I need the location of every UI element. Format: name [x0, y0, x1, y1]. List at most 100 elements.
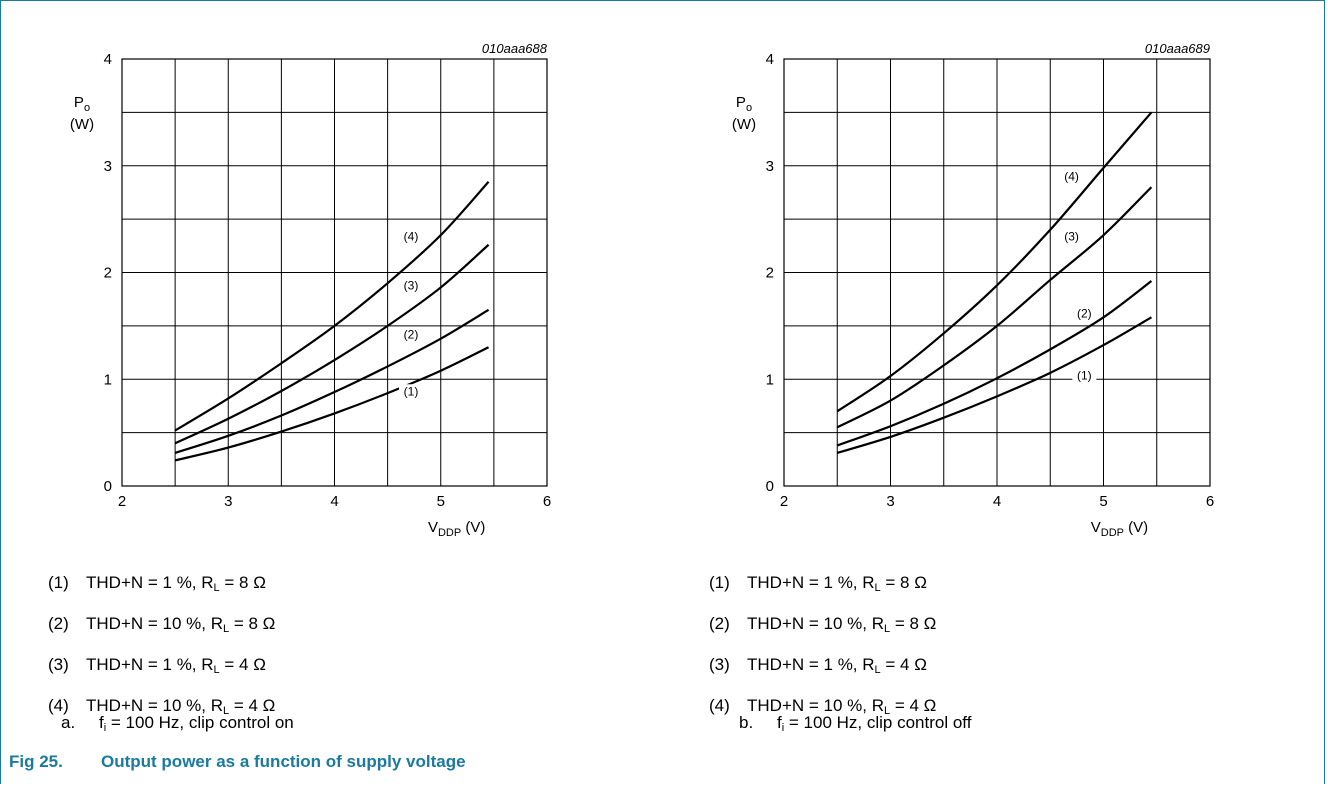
legend-item-number: (4) — [48, 696, 69, 715]
caption-b: b. fi = 100 Hz, clip control off — [739, 713, 971, 734]
legend-item-thd: THD+N = 1 %, R — [747, 655, 875, 674]
legend-item-number: (3) — [709, 655, 730, 674]
series-label-2: (2) — [1077, 306, 1092, 320]
legend-item-number: (3) — [48, 655, 69, 674]
y-tick-label: 3 — [104, 158, 112, 175]
x-axis-label: VDDP (V) — [428, 519, 485, 539]
series-label-bg — [399, 229, 423, 244]
series-label-bg — [399, 278, 423, 293]
caption-f-sub: i — [103, 722, 107, 734]
chart-code: 010aaa689 — [1145, 41, 1210, 56]
y-axis-label-main: P — [736, 94, 746, 111]
series-label-4: (4) — [404, 229, 419, 243]
legend-item-thd: THD+N = 10 %, R — [86, 614, 223, 633]
y-tick-label: 4 — [766, 51, 774, 68]
legend-item-rest: = 8 Ω — [880, 573, 927, 592]
legend-item-thd: THD+N = 10 %, R — [747, 696, 884, 715]
legend-item: (1) THD+N = 1 %, RL = 8 Ω — [48, 565, 275, 606]
y-axis-label: Po — [736, 94, 752, 114]
series-label-bg — [1059, 169, 1084, 184]
legend-item: (1) THD+N = 1 %, RL = 8 Ω — [709, 565, 936, 606]
chart-a: 2 3 4 5 6 0 1 2 3 4 010aaa688 Po (W) VDDP (V) (1) (2) (3… — [70, 41, 551, 539]
legend-item-rest: = 8 Ω — [219, 573, 266, 592]
series-label-bg — [1059, 229, 1084, 244]
plot-border — [783, 58, 1211, 487]
x-tick-label: 3 — [224, 493, 232, 510]
legend-item-number: (2) — [709, 614, 730, 633]
figure-number: Fig 25. — [9, 752, 63, 771]
x-axis-label-unit: (V) — [1124, 519, 1148, 536]
legend-item-sub: L — [223, 705, 230, 717]
legend-item-number: (2) — [48, 614, 69, 633]
legend-item-sub: L — [213, 664, 220, 676]
series-line-3 — [174, 243, 490, 445]
series-label-bg — [1072, 368, 1097, 383]
legend-item-thd: THD+N = 1 %, R — [86, 573, 214, 592]
y-axis-unit: (W) — [70, 116, 94, 133]
caption-f-sub: i — [781, 722, 785, 734]
legend-item-rest: = 4 Ω — [229, 696, 276, 715]
legend-item-number: (1) — [709, 573, 730, 592]
legend-item: (2) THD+N = 10 %, RL = 8 Ω — [709, 606, 936, 647]
series-label-3: (3) — [1064, 229, 1079, 243]
plot-border — [121, 58, 548, 487]
series-label-bg — [399, 384, 423, 399]
x-tick-label: 2 — [780, 493, 788, 510]
x-axis-label-sub: DDP — [438, 527, 461, 539]
y-axis-label-main: P — [74, 94, 84, 111]
series-label-3: (3) — [404, 279, 419, 293]
y-tick-label: 1 — [104, 371, 112, 388]
legend-item: (4) THD+N = 10 %, RL = 4 Ω — [48, 688, 275, 729]
series-label-bg — [1072, 306, 1097, 321]
legend-item-sub: L — [213, 582, 220, 594]
legend-item-rest: = 8 Ω — [229, 614, 276, 633]
legend-item-thd: THD+N = 1 %, R — [747, 573, 875, 592]
legend-item-thd: THD+N = 10 %, R — [747, 614, 884, 633]
x-tick-label: 4 — [330, 493, 338, 510]
series-label-2: (2) — [404, 328, 419, 342]
y-tick-label: 3 — [766, 158, 774, 175]
x-tick-label: 3 — [886, 493, 894, 510]
legend-item: (3) THD+N = 1 %, RL = 4 Ω — [709, 647, 936, 688]
legend-item-number: (4) — [709, 696, 730, 715]
legend-item-thd: THD+N = 1 %, R — [86, 655, 214, 674]
x-tick-label: 6 — [543, 493, 551, 510]
caption-a: a. fi = 100 Hz, clip control on — [61, 713, 294, 734]
x-tick-label: 5 — [437, 493, 445, 510]
legend-item: (2) THD+N = 10 %, RL = 8 Ω — [48, 606, 275, 647]
legend-item-sub: L — [874, 664, 881, 676]
series-label-1: (1) — [404, 384, 419, 398]
caption-f: f — [777, 713, 782, 732]
legend-item-rest: = 8 Ω — [890, 614, 937, 633]
x-axis-label-main: V — [1091, 519, 1101, 536]
caption-text: = 100 Hz, clip control off — [784, 713, 972, 732]
chart-code: 010aaa688 — [482, 41, 548, 56]
y-axis-unit: (W) — [732, 116, 756, 133]
legend-item-rest: = 4 Ω — [219, 655, 266, 674]
series-label-bg — [399, 327, 423, 342]
y-tick-label: 2 — [104, 265, 112, 282]
series-line-4 — [174, 181, 490, 432]
y-tick-label: 1 — [766, 371, 774, 388]
y-tick-label: 0 — [766, 478, 774, 495]
legend-item-rest: = 4 Ω — [880, 655, 927, 674]
x-axis-label: VDDP (V) — [1091, 519, 1148, 539]
caption-letter: b. — [739, 713, 754, 732]
legend-a: (1) THD+N = 1 %, RL = 8 Ω (2) THD+N = 10 %,… — [48, 565, 275, 729]
series-line-4 — [836, 111, 1153, 413]
series-label-4: (4) — [1064, 170, 1079, 184]
y-tick-label: 2 — [766, 265, 774, 282]
legend-item-rest: = 4 Ω — [890, 696, 937, 715]
series-line-2 — [836, 280, 1153, 447]
legend-item-sub: L — [884, 705, 891, 717]
y-tick-label: 4 — [104, 51, 112, 68]
x-tick-label: 4 — [993, 493, 1001, 510]
legend-b: (1) THD+N = 1 %, RL = 8 Ω (2) THD+N = 10 %,… — [709, 565, 936, 729]
series-line-2 — [174, 308, 490, 454]
x-axis-label-main: V — [428, 519, 438, 536]
x-tick-label: 5 — [1099, 493, 1107, 510]
legend-item-sub: L — [223, 623, 230, 635]
caption-text: = 100 Hz, clip control on — [106, 713, 294, 732]
legend-item-sub: L — [874, 582, 881, 594]
